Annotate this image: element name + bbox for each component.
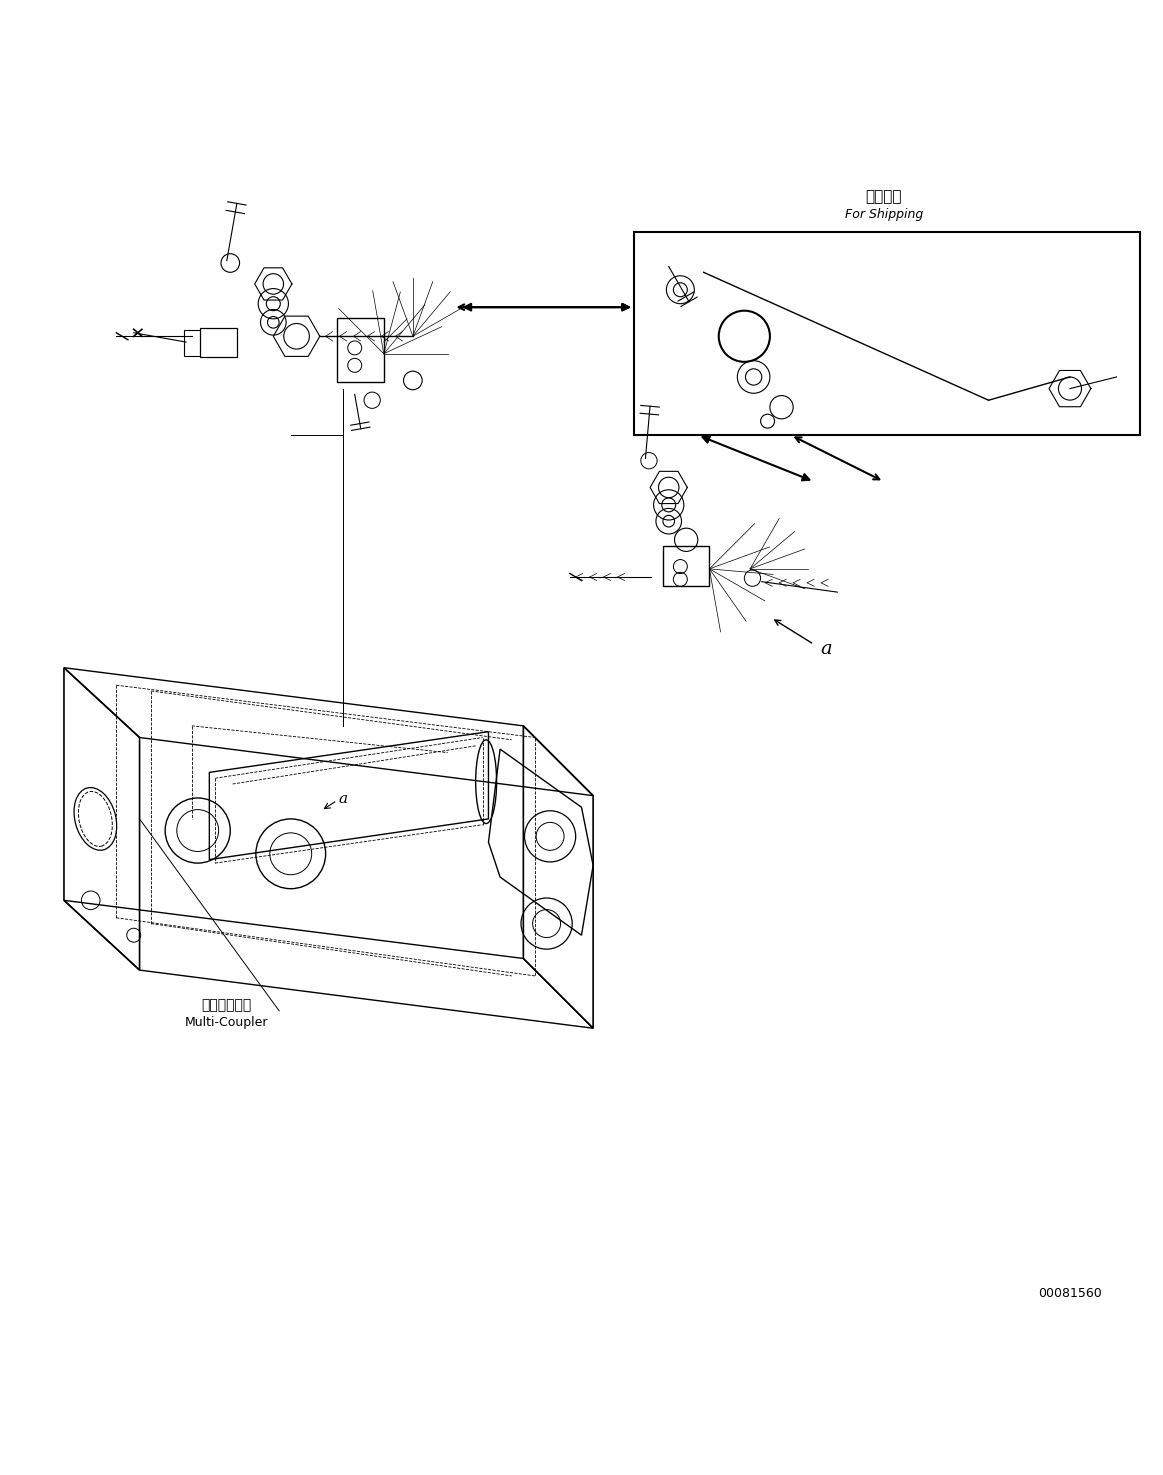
Bar (200, 327, 237, 357)
Text: a: a (338, 792, 348, 807)
Text: 運攀部品: 運攀部品 (865, 189, 902, 204)
Bar (663, 546, 709, 586)
Text: a: a (820, 640, 832, 658)
Bar (634, 232, 1140, 435)
Bar (337, 317, 384, 382)
Bar (184, 330, 221, 355)
Text: For Shipping: For Shipping (844, 208, 923, 221)
Text: マルチカブラ: マルチカブラ (201, 999, 252, 1012)
Text: Multi-Coupler: Multi-Coupler (185, 1016, 269, 1030)
Text: 00081560: 00081560 (1039, 1286, 1101, 1299)
